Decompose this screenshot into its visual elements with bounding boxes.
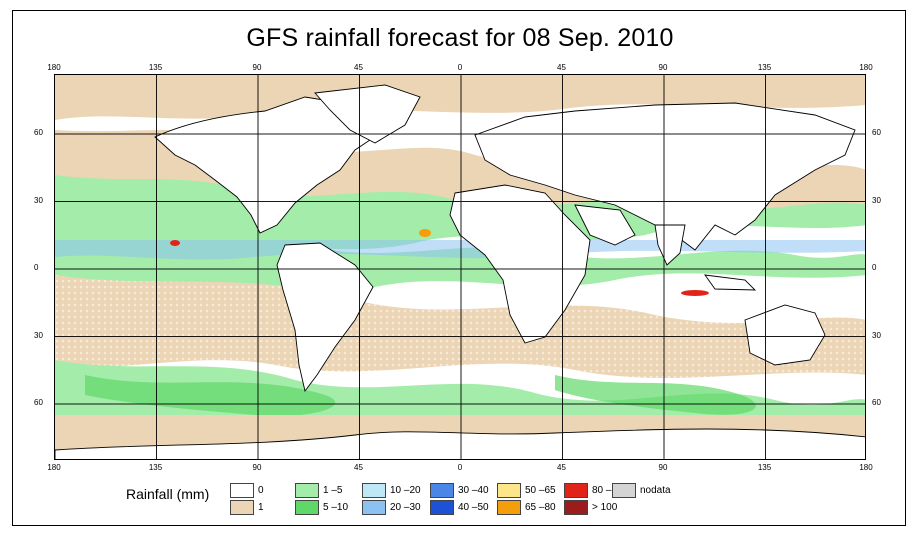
lon-tick-label-top: 0 [457,63,463,72]
europe-asia [474,102,856,251]
lon-tick-label-bottom: 180 [47,463,61,472]
lat-tick-label-left: 30 [34,331,43,340]
legend-label: > 100 [592,502,618,513]
legend-swatch [612,483,636,498]
legend-swatch [230,483,254,498]
legend-title: Rainfall (mm) [126,486,210,502]
lon-tick-label-top: 180 [47,63,61,72]
lat-tick-label-right: 60 [872,398,881,407]
north-america [154,96,386,234]
lat-tick-label-right: 0 [872,263,877,272]
lon-tick-label-bottom: 90 [658,463,668,472]
lat-tick-label-left: 30 [34,196,43,205]
legend-label: 50 –65 [525,485,556,496]
legend-label: 40 –50 [458,502,489,513]
legend-label: 80 –100 [592,485,629,496]
arabia [574,204,636,246]
legend-label: 0 [258,485,264,496]
legend-label: 65 –80 [525,502,556,513]
map-title: GFS rainfall forecast for 08 Sep. 2010 [246,24,674,52]
legend-label: 20 –30 [390,502,421,513]
lon-tick-label-top: 45 [557,63,566,72]
lat-tick-label-left: 0 [34,263,39,272]
legend-swatch [564,483,588,498]
lat-tick-label-right: 30 [872,196,881,205]
lon-tick-label-top: 90 [658,63,668,72]
lon-tick-label-bottom: 180 [859,463,873,472]
lon-tick-label-top: 135 [148,63,163,72]
legend-swatch [497,500,521,515]
india [654,224,686,266]
legend-swatch [430,483,454,498]
legend-label: nodata [640,485,671,496]
lat-tick-label-right: 60 [872,128,881,137]
lat-tick-label-left: 60 [34,128,43,137]
lon-tick-label-bottom: 0 [457,463,463,472]
rainfall-map [54,74,866,460]
lon-tick-label-top: 180 [859,63,873,72]
legend-swatch [497,483,521,498]
lat-tick-label-right: 30 [872,331,881,340]
legend-swatch [295,500,319,515]
lon-tick-label-bottom: 90 [252,463,262,472]
lon-tick-label-bottom: 135 [757,463,772,472]
south-america [276,242,374,393]
lat-tick-label-left: 60 [34,398,43,407]
legend-label: 30 –40 [458,485,489,496]
legend-swatch [230,500,254,515]
lon-tick-label-bottom: 45 [354,463,363,472]
legend-label: 1 [258,502,264,513]
lon-tick-label-top: 45 [354,63,363,72]
legend-swatch [430,500,454,515]
legend-label: 1 –5 [323,485,343,496]
legend-label: 10 –20 [390,485,421,496]
legend-swatch [362,500,386,515]
legend-label: 5 –10 [323,502,349,513]
graticule [55,75,865,459]
lon-tick-label-bottom: 135 [148,463,163,472]
legend-swatch [295,483,319,498]
legend-swatch [564,500,588,515]
lon-tick-label-top: 90 [252,63,262,72]
indonesia [704,274,757,291]
legend-swatch [362,483,386,498]
rainfall-map-canvas [55,75,865,459]
lon-tick-label-bottom: 45 [557,463,566,472]
lon-tick-label-top: 135 [757,63,772,72]
